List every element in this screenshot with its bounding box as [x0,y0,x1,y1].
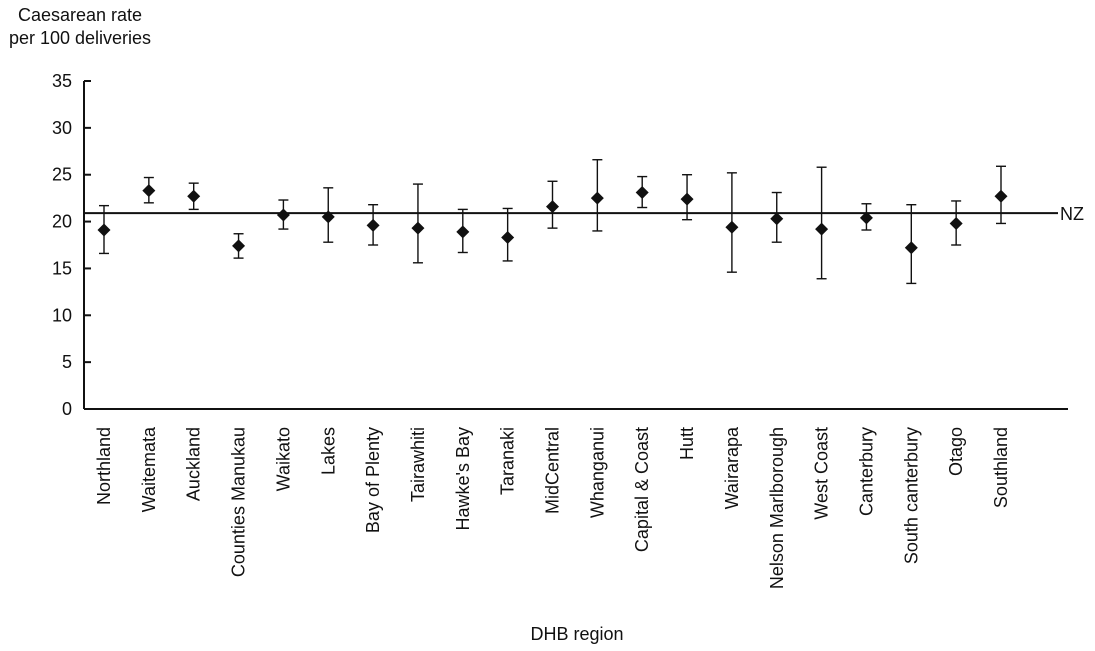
x-tick-label-18: South canterbury [901,427,921,564]
x-tick-label-19: Otago [946,427,966,476]
x-tick-label-16: West Coast [812,427,832,520]
x-tick-label-5: Lakes [318,427,338,475]
data-point-4 [276,208,290,222]
x-tick-label-2: Auckland [184,427,204,501]
data-point-13 [680,192,694,206]
x-tick-label-11: Whanganui [587,427,607,518]
data-point-8 [456,225,470,239]
x-tick-label-0: Northland [94,427,114,505]
x-tick-label-14: Wairarapa [722,426,742,509]
x-tick-label-7: Tairawhiti [408,427,428,502]
y-axis-title-line-1: Caesarean rate [17,5,143,25]
x-tick-label-13: Hutt [677,427,697,460]
y-tick-label-4: 20 [52,212,72,232]
data-point-14 [725,220,739,234]
y-tick-label-3: 15 [52,258,72,278]
y-tick-label-6: 30 [52,118,72,138]
y-tick-label-7: 35 [52,71,72,91]
y-tick-label-2: 10 [52,305,72,325]
x-tick-label-15: Nelson Marlborough [767,427,787,589]
y-axis-title: Caesarean rate per 100 deliveries [0,4,160,50]
axes [83,81,1068,410]
y-tick-label-0: 0 [62,399,72,419]
data-point-6 [366,218,380,232]
data-point-18 [904,241,918,255]
data-point-5 [321,210,335,224]
data-point-11 [590,191,604,205]
data-marks [97,159,1008,285]
x-axis-title: DHB region [530,624,623,644]
x-tick-label-3: Counties Manukau [229,427,249,577]
x-tick-label-20: Southland [991,427,1011,508]
x-tick-labels: Northland Waitemata Auckland Counties Manuk… [94,426,1011,589]
data-point-20 [994,189,1008,203]
data-point-0 [97,223,111,237]
data-point-16 [815,222,829,236]
data-point-10 [546,200,559,214]
data-point-1 [142,184,156,198]
data-point-2 [187,189,201,203]
data-point-19 [949,216,963,230]
x-tick-label-4: Waikato [273,427,293,491]
y-axis-title-line-2: per 100 deliveries [8,28,152,48]
data-point-9 [501,231,515,245]
nz-reference-label: NZ [1060,204,1084,224]
x-tick-label-10: MidCentral [543,427,563,514]
x-tick-label-17: Canterbury [856,427,876,516]
data-point-17 [859,211,873,225]
data-point-7 [411,221,425,235]
x-tick-label-6: Bay of Plenty [363,427,383,533]
data-point-3 [232,239,246,253]
y-ticks: 0 5 10 15 20 25 30 35 [52,71,91,419]
x-tick-label-8: Hawke's Bay [453,427,473,530]
data-point-15 [770,212,784,226]
x-tick-label-12: Capital & Coast [632,427,652,552]
x-tick-label-9: Taranaki [498,427,518,495]
y-tick-label-1: 5 [62,352,72,372]
reference-line-group: NZ [84,204,1084,224]
data-point-12 [635,186,649,200]
x-tick-label-1: Waitemata [139,426,159,512]
y-tick-label-5: 25 [52,165,72,185]
